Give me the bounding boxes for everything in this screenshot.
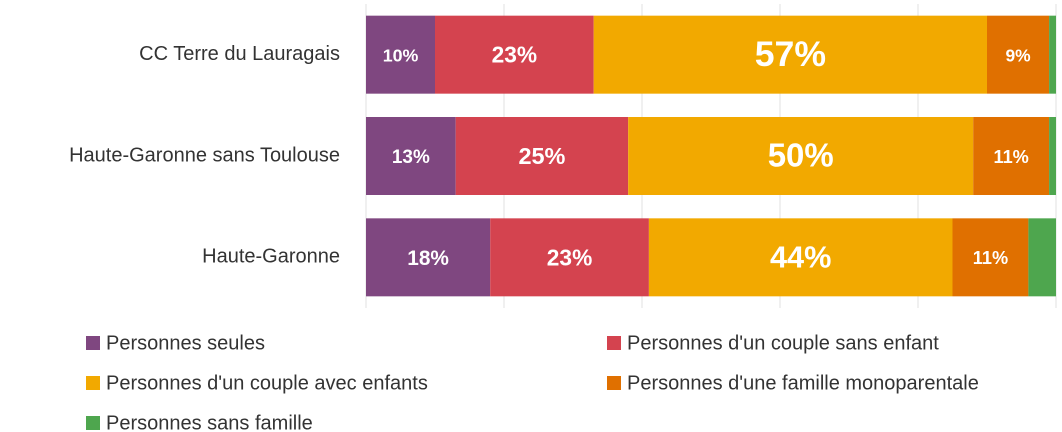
bar-segment	[648, 218, 953, 297]
legend-label: Personnes seules	[106, 332, 265, 354]
legend-swatch	[86, 376, 100, 390]
legend-swatch	[86, 416, 100, 430]
bar-segment	[628, 117, 974, 195]
value-label: 18%	[407, 247, 449, 270]
bar-segment	[366, 117, 456, 195]
bar-segment	[366, 15, 435, 94]
y-tick-label: Haute-Garonne	[202, 246, 340, 268]
value-label: 23%	[492, 42, 537, 68]
value-label: 25%	[518, 143, 565, 169]
bar-segment	[973, 117, 1050, 195]
value-label: 44%	[770, 239, 831, 274]
legend-label: Personnes d'un couple avec enfants	[106, 372, 428, 394]
bar-segment	[366, 218, 491, 297]
value-label: 13%	[392, 147, 430, 168]
legend-label: Personnes d'une famille monoparentale	[627, 372, 979, 394]
legend-label: Personnes sans famille	[106, 412, 313, 432]
legend-swatch	[607, 336, 621, 350]
bar-segment	[435, 15, 594, 94]
bar-segment	[455, 117, 629, 195]
value-label: 57%	[755, 34, 826, 74]
y-tick-label: CC Terre du Lauragais	[139, 43, 340, 65]
value-label: 9%	[1005, 45, 1031, 65]
value-label: 10%	[383, 45, 419, 65]
legend-swatch	[86, 336, 100, 350]
y-tick-label: Haute-Garonne sans Toulouse	[69, 144, 340, 166]
bar-segment	[1049, 15, 1056, 94]
value-label: 11%	[973, 248, 1008, 268]
value-label: 11%	[993, 147, 1028, 167]
value-label: 50%	[768, 137, 834, 174]
legend-swatch	[607, 376, 621, 390]
value-label: 23%	[547, 244, 592, 270]
bar-segment	[952, 218, 1029, 297]
bar-segment	[1049, 117, 1056, 195]
legend-label: Personnes d'un couple sans enfant	[627, 332, 939, 354]
bar-segment	[490, 218, 649, 297]
bar-segment	[593, 15, 987, 94]
bar-segment	[1028, 218, 1056, 297]
bar-segment	[987, 15, 1050, 94]
